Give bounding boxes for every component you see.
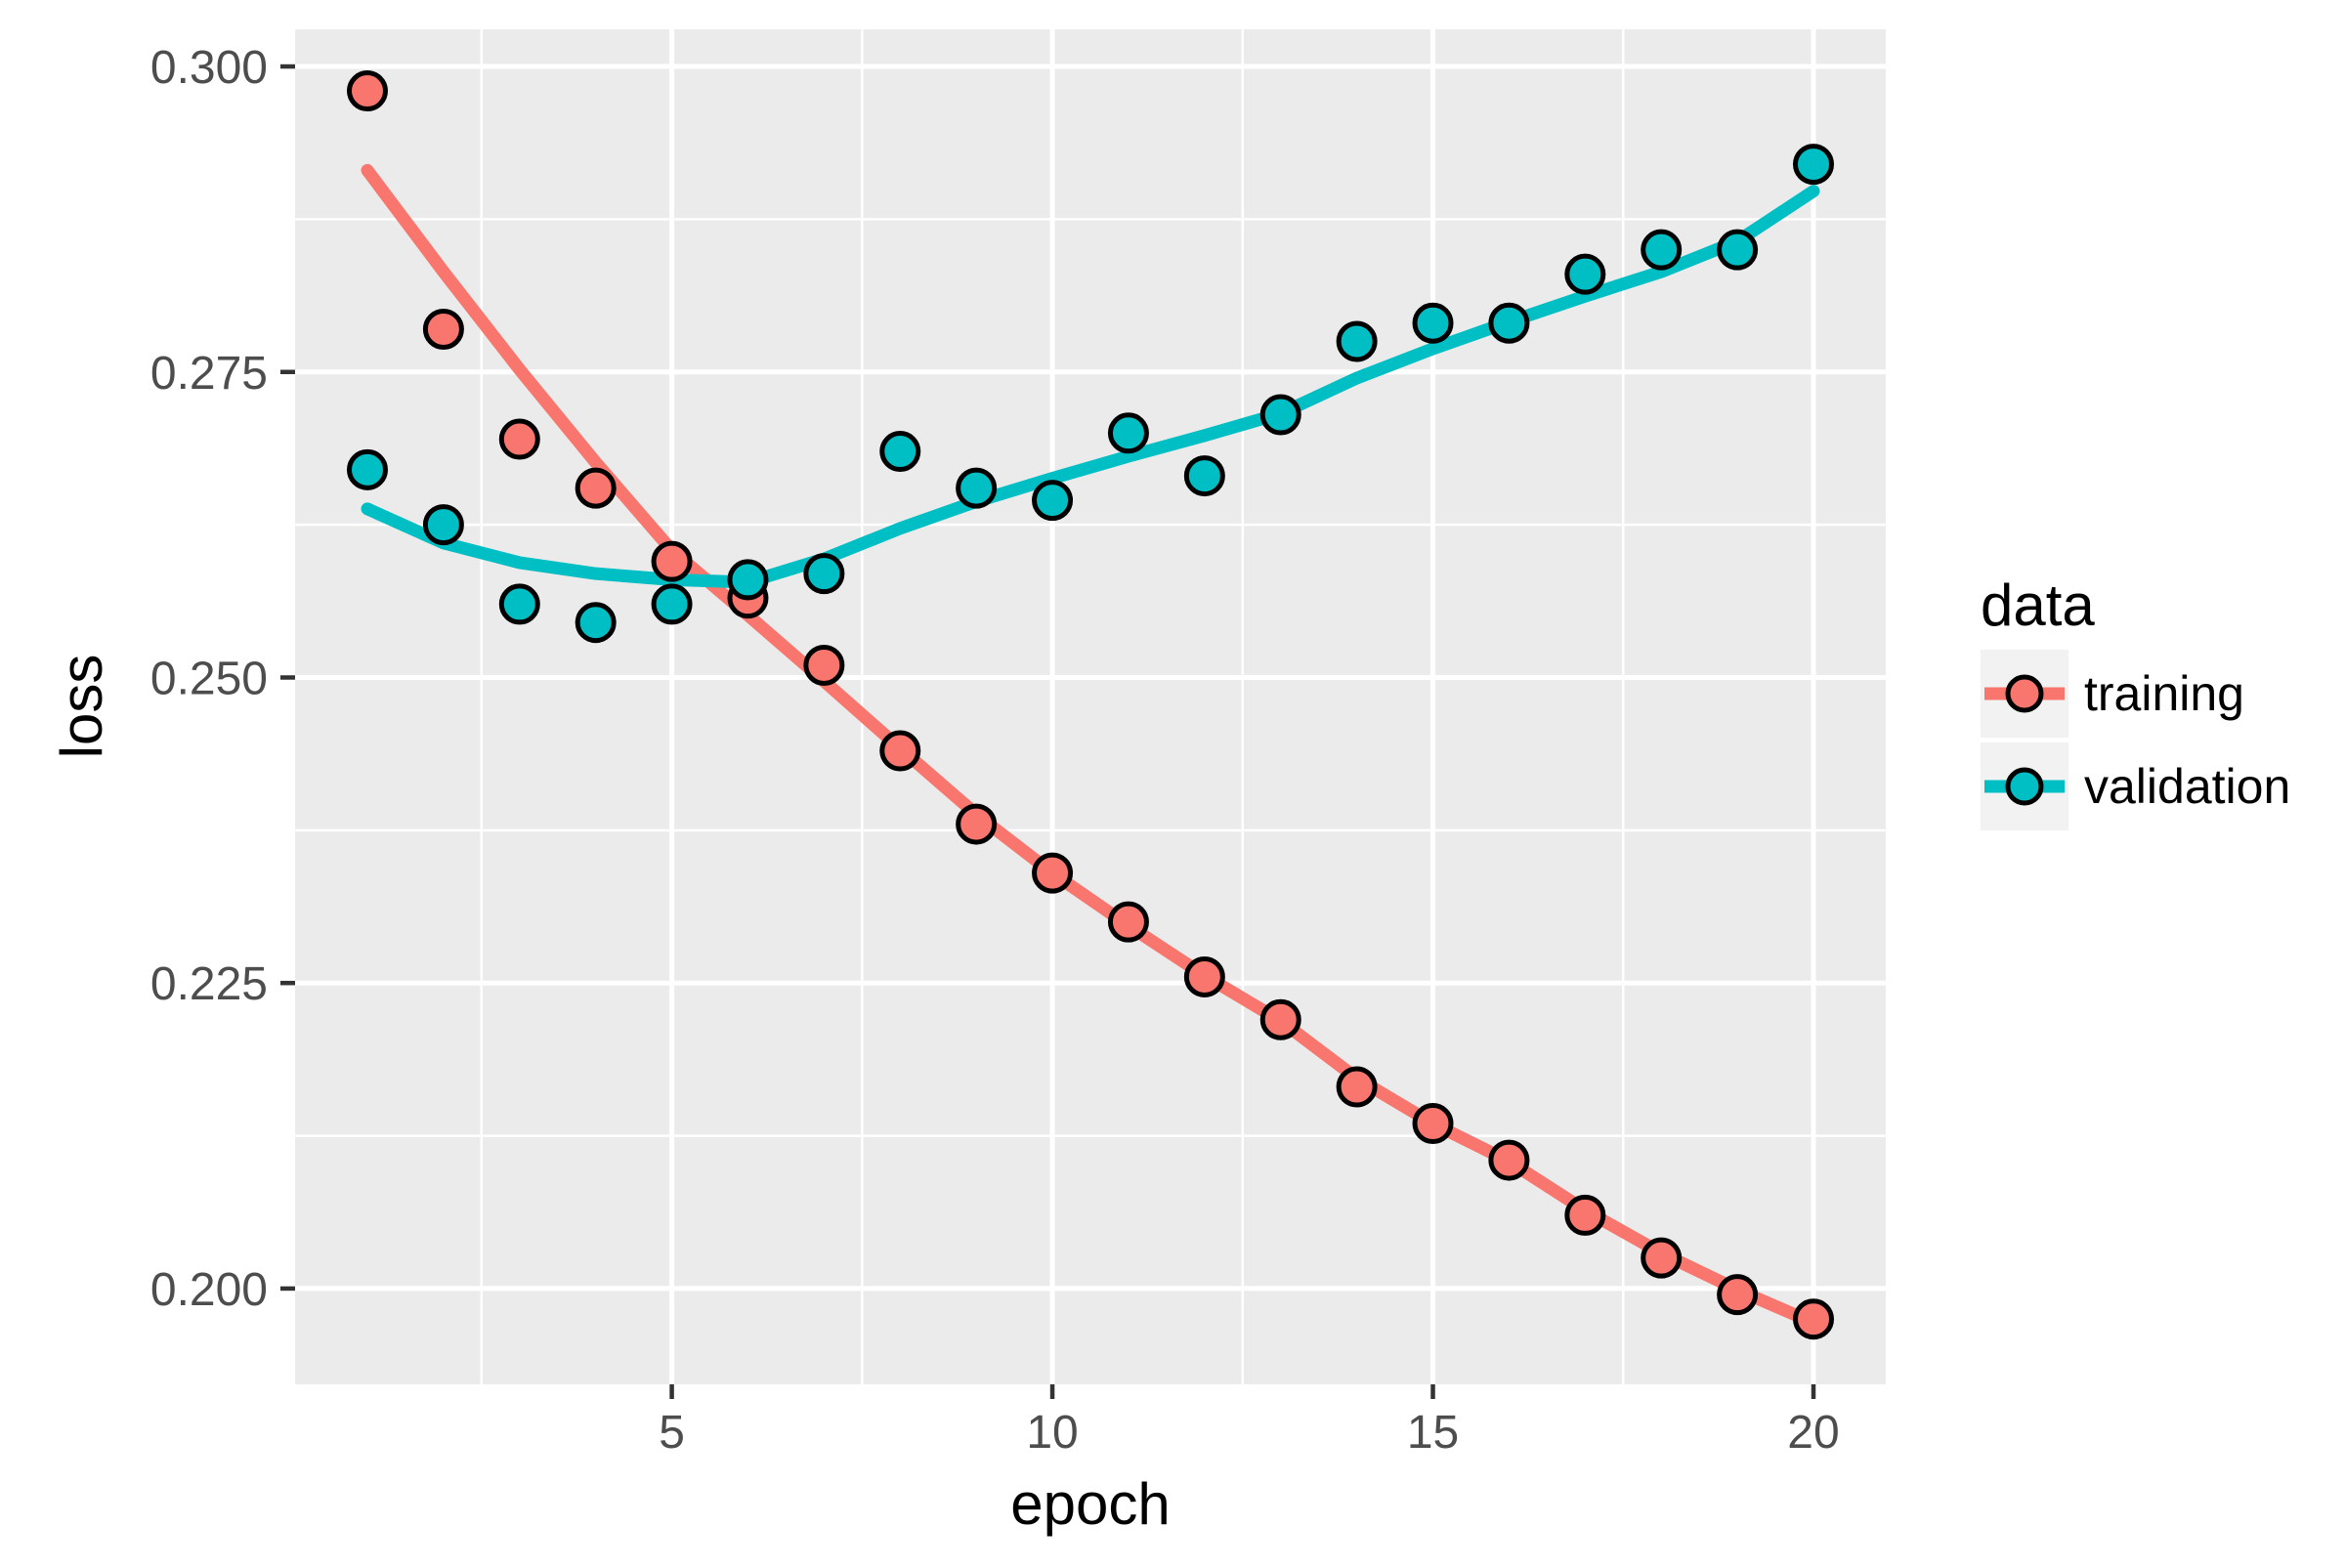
point-training-epoch-3 [498, 418, 540, 460]
point-validation-epoch-13 [1259, 394, 1301, 436]
legend-swatch-point-validation [2005, 767, 2044, 806]
point-validation-epoch-1 [347, 448, 388, 490]
point-training-epoch-18 [1641, 1237, 1683, 1279]
y-tick-label: 0.275 [150, 348, 268, 400]
point-validation-epoch-5 [651, 583, 693, 625]
y-tick-label: 0.225 [150, 958, 268, 1010]
y-tick-label: 0.250 [150, 653, 268, 704]
y-axis-title: loss [49, 655, 114, 759]
point-training-epoch-16 [1488, 1139, 1530, 1181]
legend-label-training: training [2084, 666, 2244, 721]
point-training-epoch-7 [803, 644, 845, 686]
point-validation-epoch-4 [575, 602, 617, 644]
data-points [347, 70, 1834, 1340]
point-validation-epoch-6 [727, 559, 769, 601]
point-training-epoch-8 [879, 730, 921, 772]
point-validation-epoch-14 [1336, 320, 1378, 362]
point-training-epoch-12 [1183, 955, 1225, 997]
axis-tick-marks [280, 64, 1816, 1399]
y-tick-label: 0.200 [150, 1264, 268, 1316]
point-validation-epoch-15 [1412, 302, 1454, 344]
point-training-epoch-19 [1717, 1274, 1759, 1316]
minor-gridlines [295, 29, 1886, 1384]
point-validation-epoch-16 [1488, 302, 1530, 344]
plot-panel [295, 29, 1886, 1384]
legend-title: data [1981, 572, 2095, 638]
point-training-epoch-20 [1793, 1298, 1834, 1340]
point-training-epoch-2 [422, 308, 464, 350]
point-training-epoch-17 [1564, 1194, 1606, 1236]
point-training-epoch-4 [575, 467, 617, 509]
x-tick-label: 20 [1787, 1407, 1839, 1459]
major-gridlines [295, 29, 1886, 1384]
point-training-epoch-14 [1336, 1066, 1378, 1108]
x-tick-label: 10 [1026, 1407, 1078, 1459]
point-validation-epoch-12 [1183, 455, 1225, 497]
point-training-epoch-15 [1412, 1103, 1454, 1145]
point-validation-epoch-2 [422, 504, 464, 546]
point-training-epoch-9 [956, 803, 998, 845]
panel-background [295, 29, 1886, 1384]
point-validation-epoch-9 [956, 467, 998, 509]
point-training-epoch-1 [347, 70, 388, 112]
point-validation-epoch-3 [498, 583, 540, 625]
legend: data training validation [1981, 572, 2290, 830]
axis-tick-labels: 5 10 15 20 0.200 0.225 0.250 0.275 0.300 [150, 42, 1840, 1459]
point-validation-epoch-11 [1107, 412, 1149, 454]
point-validation-epoch-19 [1717, 229, 1759, 271]
y-tick-label: 0.300 [150, 42, 268, 94]
point-training-epoch-5 [651, 540, 693, 582]
point-validation-epoch-20 [1793, 144, 1834, 186]
point-validation-epoch-17 [1564, 253, 1606, 295]
smooth-line-validation [361, 185, 1820, 589]
point-training-epoch-13 [1259, 998, 1301, 1040]
x-axis-title: epoch [1010, 1471, 1170, 1537]
x-tick-label: 15 [1407, 1407, 1459, 1459]
point-training-epoch-11 [1107, 901, 1149, 943]
point-validation-epoch-10 [1032, 480, 1074, 522]
x-tick-label: 5 [659, 1407, 685, 1459]
point-validation-epoch-8 [879, 431, 921, 473]
point-validation-epoch-18 [1641, 229, 1683, 271]
legend-swatch-point-training [2005, 674, 2044, 713]
point-validation-epoch-7 [803, 553, 845, 595]
point-training-epoch-10 [1032, 852, 1074, 894]
legend-label-validation: validation [2084, 759, 2290, 814]
